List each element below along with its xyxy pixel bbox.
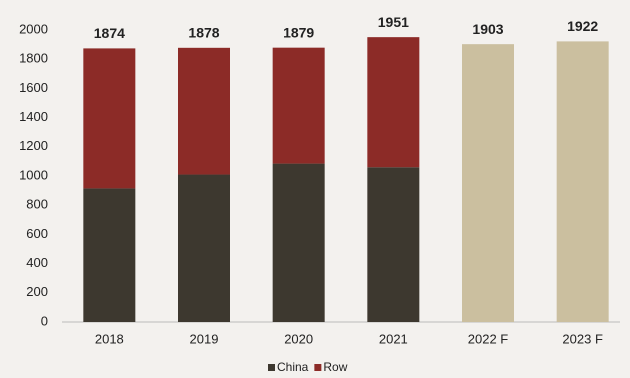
bar-segment xyxy=(272,47,325,164)
bar-segment xyxy=(178,47,230,175)
y-tick-label: 200 xyxy=(26,284,48,299)
bar-segment xyxy=(83,188,136,322)
total-label: 1951 xyxy=(378,14,409,30)
x-tick-label: 2023 F xyxy=(562,331,603,346)
bar-segment xyxy=(367,167,420,322)
total-label: 1878 xyxy=(188,25,219,41)
x-tick-label: 2020 xyxy=(284,331,313,346)
legend-swatch xyxy=(314,364,322,371)
x-tick-label: 2021 xyxy=(379,331,408,346)
y-tick-label: 1800 xyxy=(19,51,48,66)
legend-swatch xyxy=(268,364,275,371)
forecast-bar xyxy=(556,41,609,322)
x-tick-label: 2022 F xyxy=(468,331,509,346)
y-tick-label: 600 xyxy=(26,226,48,241)
y-tick-label: 1200 xyxy=(19,138,48,153)
forecast-bar xyxy=(462,44,514,323)
total-label: 1879 xyxy=(283,24,314,40)
legend-label: Row xyxy=(323,360,347,374)
y-tick-label: 1600 xyxy=(19,80,48,95)
x-tick-label: 2019 xyxy=(190,331,219,346)
y-tick-label: 2000 xyxy=(19,21,48,36)
total-label: 1874 xyxy=(94,25,125,41)
bar-segment xyxy=(178,174,230,322)
total-label: 1903 xyxy=(472,21,503,37)
legend-label: China xyxy=(277,360,309,374)
y-tick-label: 1000 xyxy=(19,167,48,182)
x-tick-label: 2018 xyxy=(95,331,124,346)
y-tick-label: 0 xyxy=(41,313,48,328)
bar-segment xyxy=(83,48,136,189)
bar-segment xyxy=(367,37,420,168)
y-tick-label: 1400 xyxy=(19,109,48,124)
y-tick-label: 400 xyxy=(26,255,48,270)
bar-segment xyxy=(272,163,325,322)
total-label: 1922 xyxy=(567,18,598,34)
y-tick-label: 800 xyxy=(26,197,48,212)
